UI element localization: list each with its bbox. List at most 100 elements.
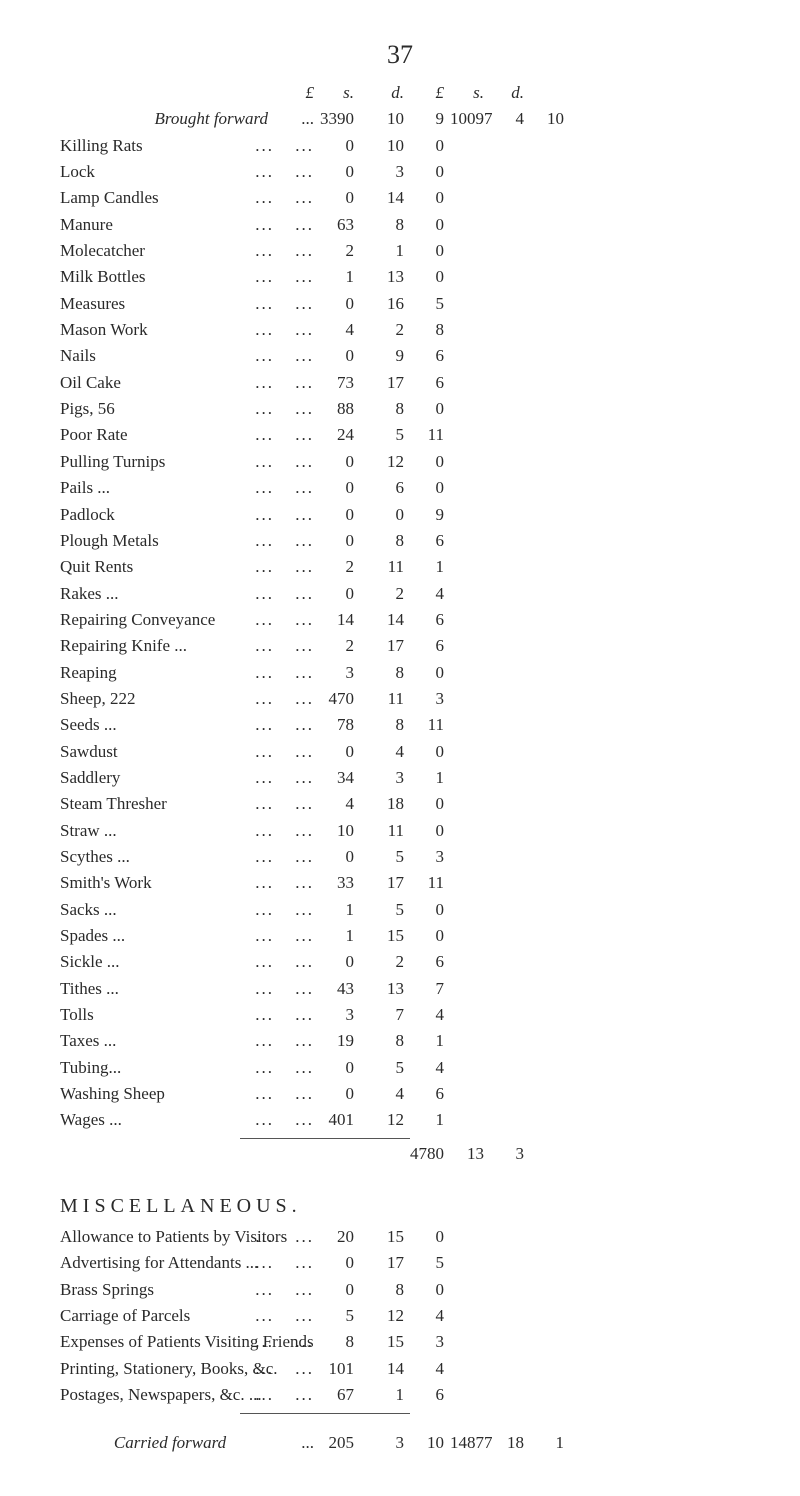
item-row: Nails......096 — [60, 343, 740, 369]
leader-dots: ... — [240, 264, 280, 290]
item-pounds: 2 — [320, 633, 360, 659]
misc-items: Allowance to Patients by Visitors......2… — [60, 1224, 740, 1408]
item-label: Pails ... — [60, 475, 240, 501]
bf-L1: 3390 — [320, 106, 360, 132]
item-pounds: 0 — [320, 1055, 360, 1081]
item-pounds: 0 — [320, 475, 360, 501]
misc-item-pence: 3 — [410, 1329, 450, 1355]
item-pounds: 0 — [320, 949, 360, 975]
item-label: Pigs, 56 — [60, 396, 240, 422]
item-pounds: 3 — [320, 660, 360, 686]
item-row: Tithes .........43137 — [60, 976, 740, 1002]
item-pence: 0 — [410, 185, 450, 211]
item-row: Steam Thresher......4180 — [60, 791, 740, 817]
item-pence: 0 — [410, 660, 450, 686]
item-pence: 6 — [410, 528, 450, 554]
item-label: Mason Work — [60, 317, 240, 343]
misc-heading: MISCELLANEOUS. — [60, 1195, 740, 1218]
item-pence: 0 — [410, 264, 450, 290]
leader-dots: ... — [280, 238, 320, 264]
item-row: Molecatcher......210 — [60, 238, 740, 264]
leader-dots: ... — [240, 844, 280, 870]
item-pounds: 3 — [320, 1002, 360, 1028]
item-row: Spades .........1150 — [60, 923, 740, 949]
misc-item-label: Advertising for Attendants ... — [60, 1250, 240, 1276]
item-pence: 4 — [410, 1055, 450, 1081]
item-pounds: 0 — [320, 185, 360, 211]
item-label: Steam Thresher — [60, 791, 240, 817]
item-row: Pails .........060 — [60, 475, 740, 501]
leader-dots: ... — [240, 765, 280, 791]
item-row: Taxes .........1981 — [60, 1028, 740, 1054]
item-shillings: 18 — [360, 791, 410, 817]
item-shillings: 2 — [360, 581, 410, 607]
brought-forward-row: Brought forward ... 3390 10 9 10097 4 10 — [60, 106, 740, 132]
leader-dots: ... — [280, 554, 320, 580]
item-label: Tithes ... — [60, 976, 240, 1002]
item-label: Smith's Work — [60, 870, 240, 896]
item-pounds: 0 — [320, 291, 360, 317]
item-row: Wages .........401121 — [60, 1107, 740, 1133]
misc-item-pounds: 67 — [320, 1382, 360, 1408]
misc-item-pounds: 8 — [320, 1329, 360, 1355]
leader-dots: ... — [240, 370, 280, 396]
misc-item-pence: 4 — [410, 1303, 450, 1329]
leader-dots: ... — [240, 686, 280, 712]
item-label: Sacks ... — [60, 897, 240, 923]
item-shillings: 3 — [360, 765, 410, 791]
leader-dots: ... — [280, 870, 320, 896]
misc-item-row: Advertising for Attendants .........0175 — [60, 1250, 740, 1276]
item-pounds: 4 — [320, 317, 360, 343]
leader-dots: ... — [240, 739, 280, 765]
item-shillings: 17 — [360, 370, 410, 396]
item-shillings: 9 — [360, 343, 410, 369]
cf-s2: 18 — [490, 1430, 530, 1456]
item-label: Manure — [60, 212, 240, 238]
misc-item-pounds: 0 — [320, 1250, 360, 1276]
cf-L1: 205 — [320, 1430, 360, 1456]
cf-L2: 14877 — [450, 1430, 490, 1456]
item-pence: 11 — [410, 870, 450, 896]
misc-item-label: Carriage of Parcels — [60, 1303, 240, 1329]
item-shillings: 13 — [360, 976, 410, 1002]
item-pence: 0 — [410, 475, 450, 501]
leader-dots: ... — [280, 791, 320, 817]
sub-s: 13 — [450, 1141, 490, 1167]
item-shillings: 5 — [360, 1055, 410, 1081]
leader-dots: ... — [280, 1356, 320, 1382]
leader-dots: ... — [280, 159, 320, 185]
item-pence: 6 — [410, 1081, 450, 1107]
cf-d2: 1 — [530, 1430, 570, 1456]
item-shillings: 12 — [360, 1107, 410, 1133]
item-shillings: 11 — [360, 554, 410, 580]
misc-item-label: Expenses of Patients Visiting Friends — [60, 1329, 240, 1355]
leader-dots: ... — [280, 844, 320, 870]
bf-d1: 9 — [410, 106, 450, 132]
misc-item-label: Postages, Newspapers, &c. ... — [60, 1382, 240, 1408]
leader-dots: ... — [280, 1081, 320, 1107]
leader-dots: ... — [240, 159, 280, 185]
item-row: Tolls......374 — [60, 1002, 740, 1028]
item-pounds: 88 — [320, 396, 360, 422]
misc-item-shillings: 12 — [360, 1303, 410, 1329]
item-shillings: 2 — [360, 949, 410, 975]
item-shillings: 12 — [360, 449, 410, 475]
item-pounds: 0 — [320, 528, 360, 554]
leader-dots: ... — [240, 1081, 280, 1107]
item-pence: 1 — [410, 554, 450, 580]
misc-item-row: Brass Springs......080 — [60, 1277, 740, 1303]
ledger-items: Killing Rats......0100Lock......030Lamp … — [60, 133, 740, 1134]
misc-item-shillings: 15 — [360, 1329, 410, 1355]
misc-item-label: Printing, Stationery, Books, &c. — [60, 1356, 240, 1382]
item-label: Pulling Turnips — [60, 449, 240, 475]
item-pence: 3 — [410, 686, 450, 712]
item-row: Saddlery......3431 — [60, 765, 740, 791]
misc-item-row: Expenses of Patients Visiting Friends...… — [60, 1329, 740, 1355]
col-s2: s. — [450, 80, 490, 106]
item-pounds: 34 — [320, 765, 360, 791]
leader-dots: ... — [280, 317, 320, 343]
brought-forward-label: Brought forward — [60, 106, 280, 132]
item-pounds: 0 — [320, 449, 360, 475]
item-label: Molecatcher — [60, 238, 240, 264]
sub-d: 3 — [490, 1141, 530, 1167]
